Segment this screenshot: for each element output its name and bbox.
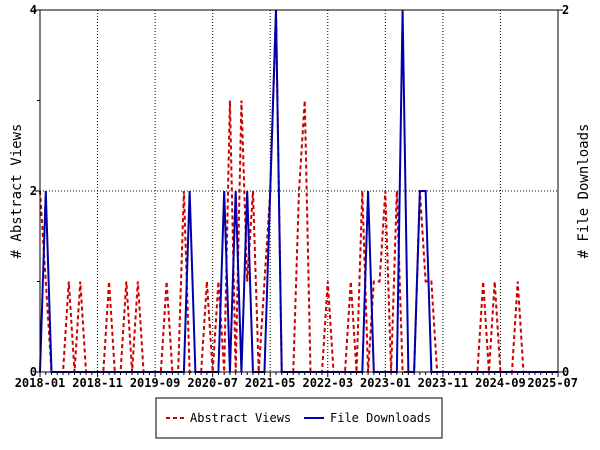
legend-box (155, 397, 443, 439)
axis-ticks (35, 9, 563, 377)
x-tick-label: 2023-11 (418, 376, 469, 390)
y-left-tick-label: 4 (30, 3, 37, 17)
x-tick-label: 2021-05 (245, 376, 296, 390)
tick-labels: 2018-01 2018-11 2019-09 2020-07 2021-05 2022-… (15, 3, 578, 390)
grid-lines (39, 9, 559, 373)
y-left-tick-label: 0 (30, 365, 37, 379)
x-tick-label: 2018-11 (72, 376, 123, 390)
legend: Abstract Views File Downloads (155, 397, 443, 439)
x-tick-label: 2019-09 (130, 376, 181, 390)
y-axis-right-title: # File Downloads (576, 124, 592, 259)
x-tick-label: 2018-01 (15, 376, 66, 390)
x-tick-label: 2022-03 (302, 376, 353, 390)
y-axis-left-title: # Abstract Views (9, 124, 25, 259)
y-right-tick-label: 2 (562, 3, 569, 17)
legend-label-file-downloads: File Downloads (330, 411, 431, 425)
legend-label-abstract-views: Abstract Views (190, 411, 291, 425)
x-tick-label: 2023-01 (360, 376, 411, 390)
x-tick-label: 2020-07 (187, 376, 238, 390)
x-tick-label: 2024-09 (475, 376, 526, 390)
y-right-tick-label: 0 (562, 365, 569, 379)
y-left-tick-label: 2 (30, 184, 37, 198)
x-tick-label: 2025-07 (527, 376, 578, 390)
